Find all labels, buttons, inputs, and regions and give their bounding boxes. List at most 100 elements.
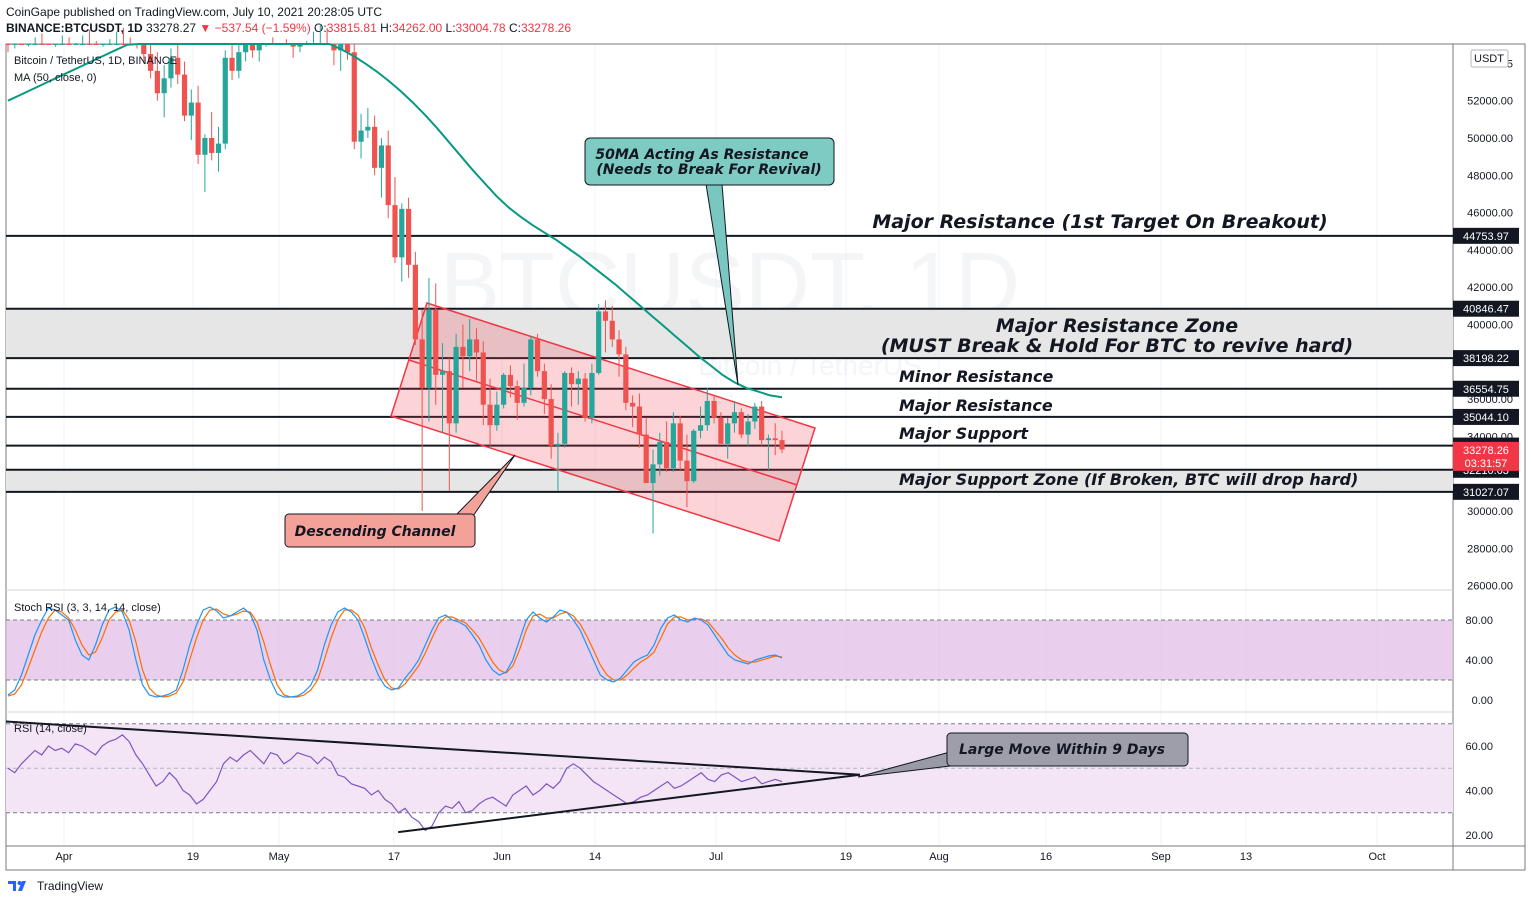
- tradingview-footer[interactable]: TradingView: [8, 879, 103, 893]
- chart-frame: [5, 43, 1526, 871]
- candle: [568, 367, 575, 407]
- candle: [697, 406, 704, 439]
- level-tag-text-4: 35044.10: [1463, 412, 1509, 424]
- candle: [317, 24, 323, 45]
- candle: [215, 126, 222, 172]
- time-tick-2: May: [269, 851, 290, 863]
- candle: [181, 61, 188, 122]
- candle: [779, 430, 785, 454]
- time-tick-6: Jul: [709, 851, 723, 863]
- candle: [372, 115, 378, 176]
- time-tick-4: Jun: [493, 851, 511, 863]
- legend-stoch: Stoch RSI (3, 3, 14, 14, close): [14, 602, 161, 614]
- candle: [100, 44, 106, 47]
- candle: [473, 328, 480, 381]
- candle: [358, 113, 364, 159]
- candle: [399, 203, 405, 282]
- level-tag-2: [1453, 350, 1519, 367]
- rsi-tick-1: 40.00: [1465, 786, 1493, 798]
- candle: [154, 52, 160, 101]
- candle: [331, 44, 337, 66]
- time-tick-9: 16: [1040, 851, 1052, 863]
- candle: [596, 303, 602, 375]
- low-label: L:: [445, 21, 456, 35]
- price-change: ▼ −537.54 (−1.59%): [199, 21, 311, 35]
- candle: [86, 29, 93, 45]
- candle: [433, 283, 439, 405]
- level-tag-text-0: 44753.97: [1463, 231, 1509, 243]
- time-tick-1: 19: [187, 851, 199, 863]
- currency-badge-label: USDT: [1474, 53, 1504, 65]
- candle: [609, 305, 615, 347]
- candle: [602, 300, 609, 353]
- candle: [161, 65, 167, 118]
- time-tick-10: Sep: [1151, 851, 1171, 863]
- candle: [46, 44, 52, 45]
- candle: [365, 108, 371, 138]
- level-tag-7: [1453, 483, 1519, 500]
- candle: [256, 44, 262, 62]
- currency-badge[interactable]: [1470, 49, 1509, 68]
- candle: [209, 111, 215, 161]
- ma-callout-line1: 50MA Acting As Resistance: [595, 147, 808, 163]
- candle: [745, 414, 751, 446]
- price-tick-0: 5: [1507, 58, 1513, 70]
- close-label: C:: [508, 21, 521, 35]
- candle: [528, 335, 534, 396]
- channel-midline: [408, 359, 798, 486]
- candle: [650, 449, 656, 534]
- channel-callout: Descending Channel: [284, 454, 516, 548]
- candle: [439, 343, 446, 433]
- candle: [385, 130, 391, 219]
- level-tag-text-3: 36554.75: [1463, 384, 1509, 396]
- candle: [575, 371, 581, 405]
- time-tick-7: 19: [840, 851, 852, 863]
- candle: [412, 251, 418, 346]
- candle: [73, 42, 79, 45]
- ma-callout-line2: (Needs to Break For Revival): [596, 162, 821, 178]
- candle: [636, 393, 643, 448]
- last-price: 33278.27: [146, 21, 197, 35]
- high-label: H:: [380, 21, 393, 35]
- note-32210: Major Support Zone (If Broken, BTC will …: [899, 470, 1358, 489]
- rsi-callout-label: Large Move Within 9 Days: [959, 742, 1165, 758]
- price-tick-5: 44000.00: [1467, 245, 1513, 257]
- candle: [80, 35, 86, 45]
- candle: [453, 333, 459, 433]
- candle: [657, 432, 663, 476]
- time-tick-12: Oct: [1368, 851, 1385, 863]
- level-tag-3: [1453, 380, 1519, 397]
- rsi-callout: Large Move Within 9 Days: [857, 732, 1189, 778]
- price-tick-4: 46000.00: [1467, 208, 1513, 220]
- price-tick-14: 26000.00: [1467, 581, 1513, 593]
- note-35044: Major Resistance: [899, 396, 1053, 415]
- candle: [738, 408, 744, 439]
- candle: [663, 421, 670, 472]
- candle: [765, 434, 772, 470]
- candle: [501, 372, 507, 409]
- candle: [548, 384, 554, 459]
- price-tick-3: 48000.00: [1467, 170, 1513, 182]
- candle: [12, 44, 18, 49]
- time-tick-11: 13: [1240, 851, 1252, 863]
- candle: [731, 400, 738, 433]
- legend-title: Bitcoin / TetherUS, 1D, BINANCE: [14, 55, 177, 67]
- candle: [494, 391, 500, 431]
- time-tick-0: Apr: [55, 851, 72, 863]
- price-tick-12: 30000.00: [1467, 506, 1513, 518]
- candle: [616, 330, 622, 377]
- low-value: 33004.78: [455, 21, 506, 35]
- time-tick-5: 14: [589, 851, 601, 863]
- open-value: 33815.81: [326, 21, 377, 35]
- rsi-upper-trendline: [5, 720, 861, 776]
- candle: [446, 358, 452, 491]
- level-tag-0: [1453, 227, 1519, 244]
- candle: [243, 44, 249, 62]
- candle: [93, 41, 99, 45]
- candle: [351, 44, 357, 150]
- price-tick-7: 40000.00: [1467, 320, 1513, 332]
- ma50-line: [7, 43, 783, 399]
- rsi-line: [7, 734, 783, 832]
- candle: [236, 44, 242, 79]
